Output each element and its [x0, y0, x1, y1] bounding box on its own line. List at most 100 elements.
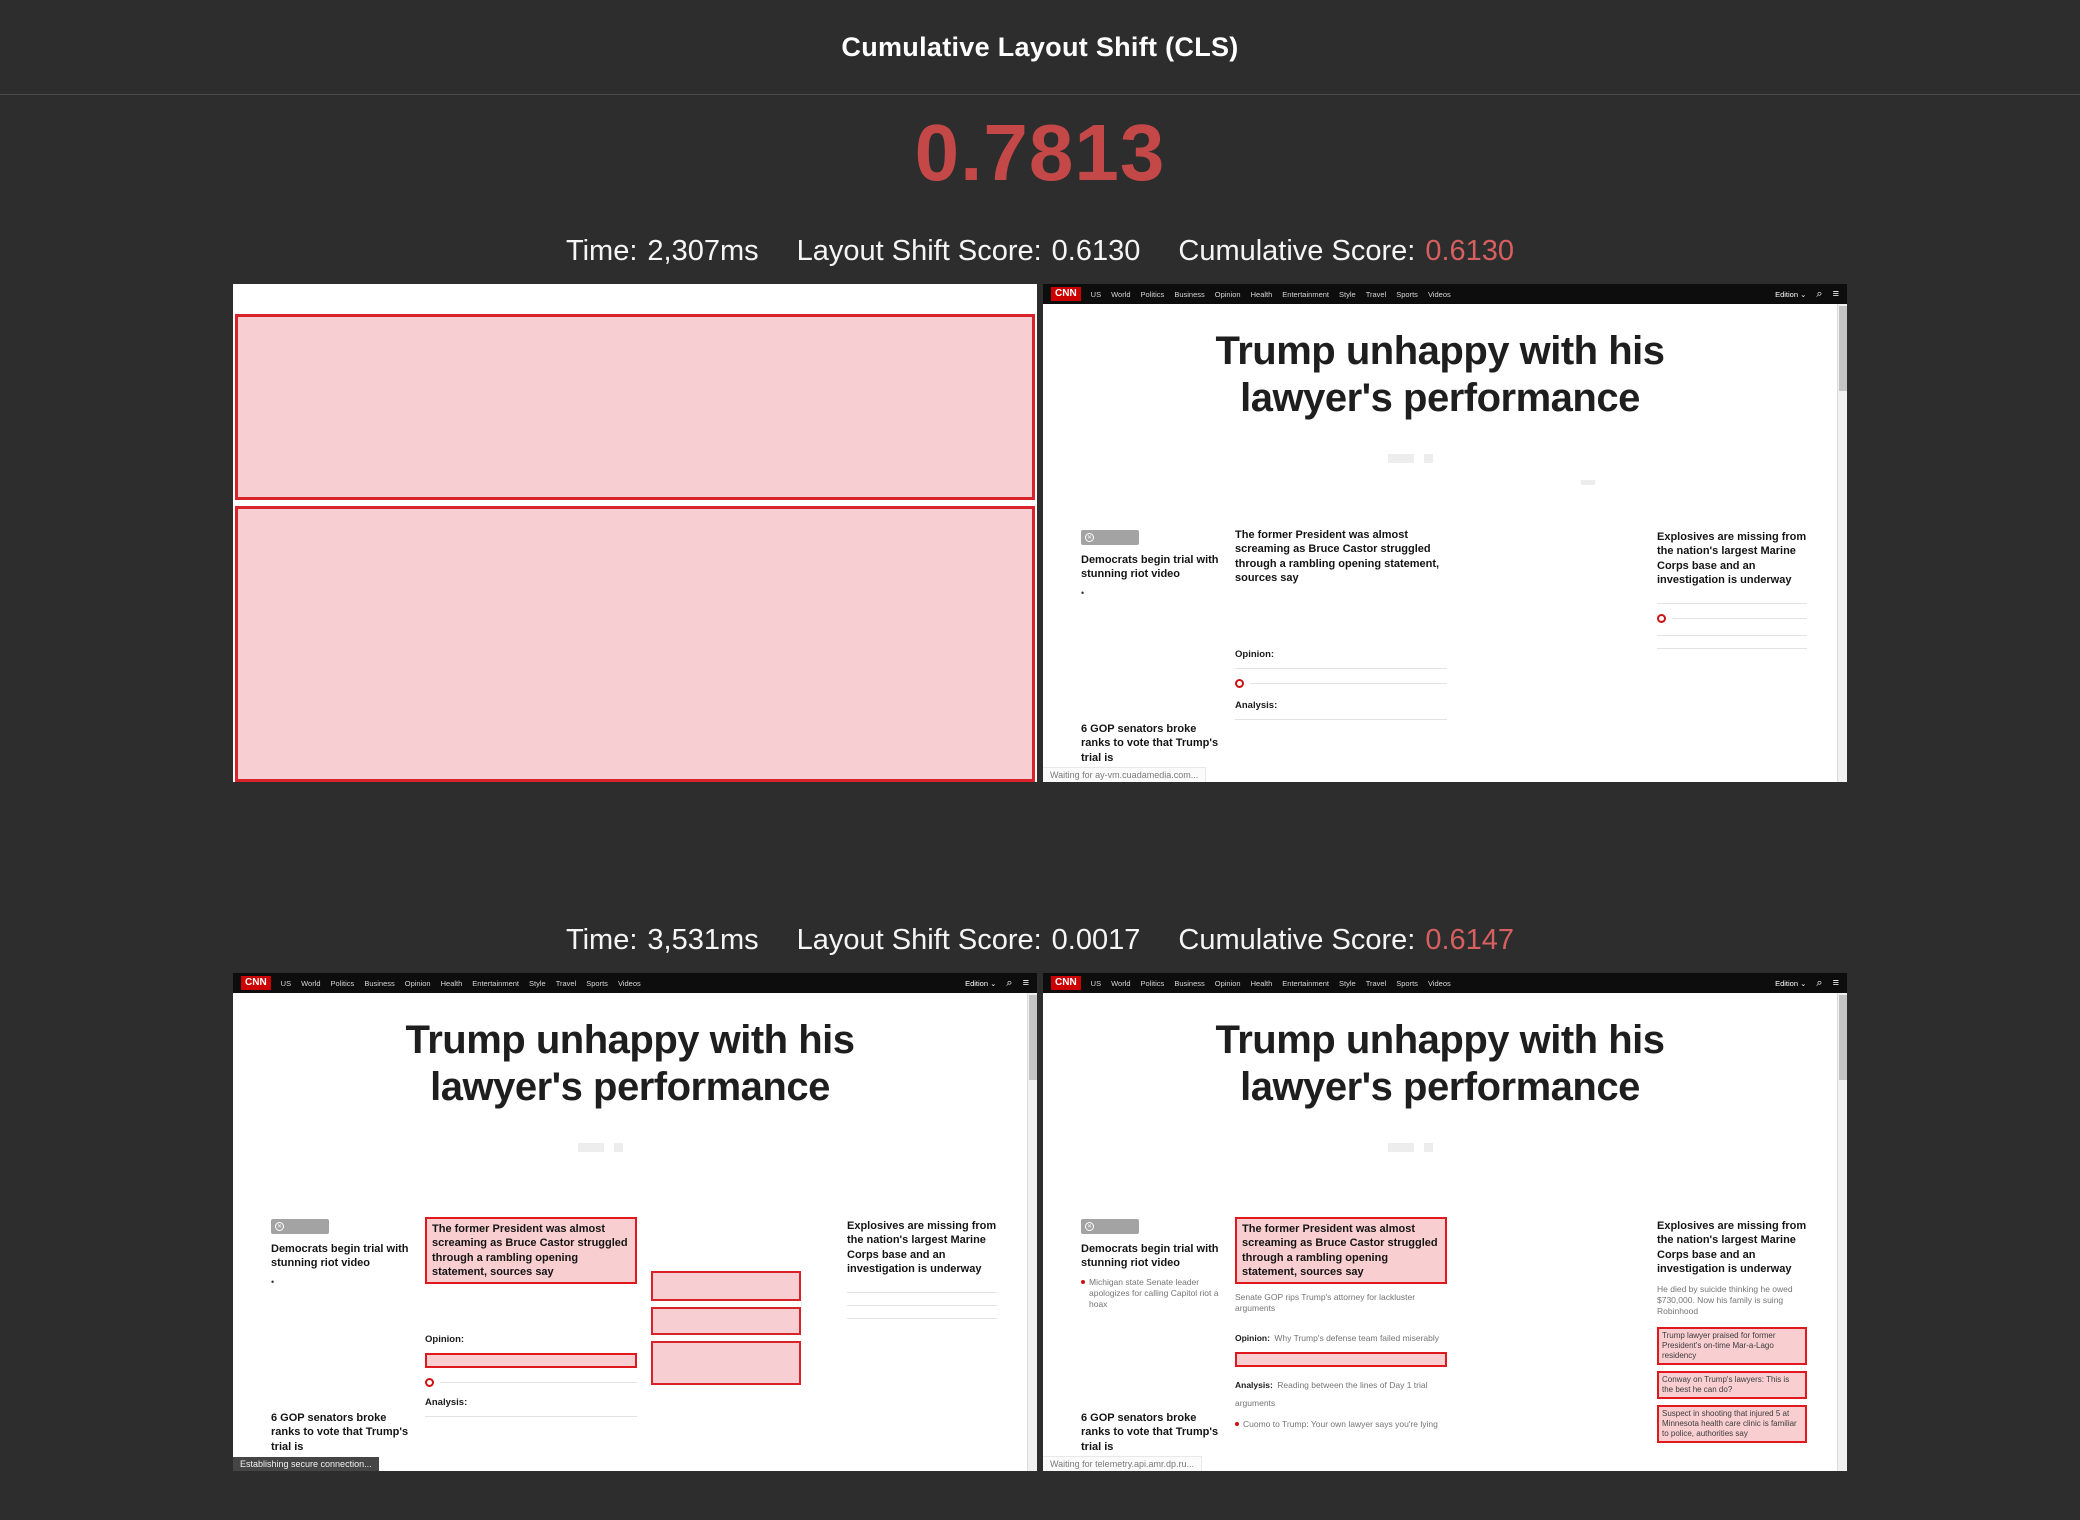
cnn-nav-item[interactable]: Entertainment — [472, 978, 519, 988]
edition-dropdown[interactable]: Edition ⌄ — [1775, 979, 1806, 988]
cnn-logo[interactable]: CNN — [1051, 976, 1081, 990]
chevron-down-icon: ⌄ — [990, 978, 997, 988]
cnn-nav-item[interactable]: World — [1111, 289, 1131, 299]
placeholder-line — [1657, 635, 1807, 637]
cnn-nav-item[interactable]: Videos — [1427, 289, 1451, 299]
story-headline[interactable]: 6 GOP senators broke ranks to vote that … — [1081, 1412, 1219, 1453]
placeholder-line — [440, 1382, 637, 1384]
cnn-headline[interactable]: Trump unhappy with his lawyer's performa… — [1043, 1017, 1837, 1111]
cnn-nav-item[interactable]: US — [280, 978, 292, 988]
cnn-nav-item[interactable]: Politics — [330, 978, 355, 988]
cnn-nav-links: US World Politics Business Opinion Health Ente… — [1091, 979, 1451, 988]
story-headline[interactable]: Explosives are missing from the nation's… — [1657, 1220, 1807, 1275]
menu-icon[interactable]: ≡ — [1832, 976, 1839, 989]
story-teaser[interactable]: Michigan state Senate leader apologizes … — [1081, 1277, 1221, 1310]
cnn-nav-item[interactable]: Politics — [1140, 289, 1165, 299]
page-title: Cumulative Layout Shift (CLS) — [841, 31, 1239, 62]
cnn-nav-item[interactable]: Opinion — [1214, 978, 1241, 988]
menu-icon[interactable]: ≡ — [1022, 976, 1029, 989]
cnn-nav-item[interactable]: World — [301, 978, 321, 988]
story-headline[interactable]: Democrats begin trial with stunning riot… — [1081, 554, 1219, 581]
scrollbar[interactable] — [1027, 993, 1037, 1471]
cnn-nav-item[interactable]: Videos — [1427, 978, 1451, 988]
close-icon: ✕ — [1085, 533, 1094, 542]
story-teaser[interactable]: Cuomo to Trump: Your own lawyer says you… — [1235, 1419, 1447, 1430]
edition-dropdown[interactable]: Edition ⌄ — [965, 979, 996, 988]
cnn-nav-item[interactable]: Opinion — [404, 978, 431, 988]
shift-region-box — [651, 1271, 801, 1301]
cnn-nav-item[interactable]: Health — [1250, 289, 1273, 299]
cnn-nav-item[interactable]: Health — [440, 978, 463, 988]
cnn-nav-item[interactable]: US — [1090, 289, 1102, 299]
cumulative-score-label: Cumulative Score: — [1178, 235, 1416, 267]
cnn-nav-item[interactable]: Travel — [1365, 978, 1387, 988]
bullet: • — [1081, 587, 1085, 598]
shift-entry-2: Time: 3,531ms Layout Shift Score: 0.0017 C… — [0, 924, 2080, 1471]
cnn-nav-item[interactable]: Politics — [1140, 978, 1165, 988]
story-teaser-highlighted[interactable]: Trump lawyer praised for former Presiden… — [1657, 1327, 1807, 1366]
story-headline[interactable]: Democrats begin trial with stunning riot… — [271, 1243, 409, 1270]
scrollbar-thumb[interactable] — [1029, 995, 1037, 1080]
cnn-nav-item[interactable]: Style — [529, 978, 546, 988]
shift-region-bar — [425, 1353, 637, 1369]
cnn-nav-item[interactable]: Travel — [1365, 289, 1387, 299]
story-headline-highlighted[interactable]: The former President was almost screamin… — [1235, 1217, 1447, 1285]
scrollbar[interactable] — [1837, 304, 1847, 782]
scrollbar-thumb[interactable] — [1839, 306, 1847, 391]
time-group: Time: 2,307ms — [566, 235, 759, 268]
close-icon: ✕ — [1085, 1222, 1094, 1231]
search-icon[interactable]: ⌕ — [1816, 287, 1823, 300]
story-headline[interactable]: Explosives are missing from the nation's… — [847, 1220, 997, 1275]
cnn-nav-item[interactable]: Videos — [617, 978, 641, 988]
cnn-nav-item[interactable]: Style — [1339, 978, 1356, 988]
headline-line-1: Trump unhappy with his — [405, 1018, 856, 1062]
story-headline[interactable]: 6 GOP senators broke ranks to vote that … — [271, 1412, 409, 1453]
cnn-nav-item[interactable]: World — [1111, 978, 1131, 988]
cnn-headline[interactable]: Trump unhappy with his lawyer's performa… — [1043, 328, 1837, 422]
shift-region-box — [651, 1307, 801, 1335]
cnn-nav-item[interactable]: Business — [1174, 978, 1205, 988]
story-teaser-highlighted[interactable]: Suspect in shooting that injured 5 at Mi… — [1657, 1405, 1807, 1444]
cnn-nav-bar: CNN US World Politics Business Opinion Health… — [233, 973, 1037, 993]
story-headline-highlighted[interactable]: The former President was almost screamin… — [425, 1217, 637, 1285]
cnn-nav-item[interactable]: Sports — [586, 978, 608, 988]
shift-region-1 — [235, 314, 1035, 500]
story-teaser-highlighted[interactable]: Conway on Trump's lawyers: This is the b… — [1657, 1371, 1807, 1400]
search-icon[interactable]: ⌕ — [1816, 976, 1823, 989]
cnn-nav-item[interactable]: Entertainment — [1282, 978, 1329, 988]
teaser-row — [1235, 679, 1447, 689]
cnn-nav-item[interactable]: Style — [1339, 289, 1356, 299]
teaser-row — [425, 1378, 637, 1388]
cnn-nav-item[interactable]: Business — [364, 978, 395, 988]
cnn-nav-bar: CNN US World Politics Business Opinion Health… — [1043, 284, 1847, 304]
cnn-nav-item[interactable]: Sports — [1396, 978, 1418, 988]
analysis-teaser[interactable]: Reading between the lines of Day 1 trial… — [1235, 1380, 1428, 1409]
placeholder-line — [1250, 683, 1447, 685]
story-teaser[interactable]: Senate GOP rips Trump's attorney for lac… — [1235, 1292, 1416, 1314]
analysis-label: Analysis: — [1235, 700, 1278, 712]
cnn-nav-item[interactable]: Opinion — [1214, 289, 1241, 299]
opinion-teaser[interactable]: Why Trump's defense team failed miserabl… — [1274, 1333, 1439, 1344]
scrollbar[interactable] — [1837, 993, 1847, 1471]
cnn-logo[interactable]: CNN — [1051, 287, 1081, 301]
story-headline[interactable]: The former President was almost screamin… — [1235, 529, 1440, 584]
chevron-down-icon: ⌄ — [1800, 289, 1807, 299]
cnn-nav-item[interactable]: Travel — [555, 978, 577, 988]
story-headline[interactable]: Democrats begin trial with stunning riot… — [1081, 1243, 1219, 1270]
cnn-logo[interactable]: CNN — [241, 976, 271, 990]
cnn-headline[interactable]: Trump unhappy with his lawyer's performa… — [233, 1017, 1027, 1111]
cnn-nav-item[interactable]: Health — [1250, 978, 1273, 988]
cnn-nav-item[interactable]: Sports — [1396, 289, 1418, 299]
menu-icon[interactable]: ≡ — [1832, 287, 1839, 300]
shift-score-value: 0.6130 — [1051, 235, 1141, 267]
cnn-nav-item[interactable]: Business — [1174, 289, 1205, 299]
edition-dropdown[interactable]: Edition ⌄ — [1775, 290, 1806, 299]
scrollbar-thumb[interactable] — [1839, 995, 1847, 1080]
search-icon[interactable]: ⌕ — [1006, 976, 1013, 989]
story-headline[interactable]: Explosives are missing from the nation's… — [1657, 531, 1807, 586]
story-teaser[interactable]: He died by suicide thinking he owed $730… — [1657, 1284, 1793, 1317]
cnn-nav-item[interactable]: Entertainment — [1282, 289, 1329, 299]
story-headline[interactable]: 6 GOP senators broke ranks to vote that … — [1081, 723, 1219, 764]
analysis-label: Analysis: — [1235, 1380, 1273, 1391]
cnn-nav-item[interactable]: US — [1090, 978, 1102, 988]
